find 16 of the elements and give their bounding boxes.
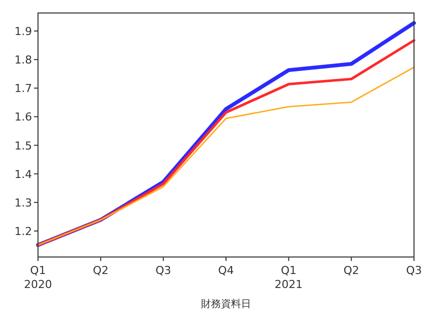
x-tick-label: Q1 2021: [274, 264, 303, 291]
y-tick-label: 1.7: [14, 82, 32, 96]
y-tick-label: 1.6: [14, 110, 32, 124]
x-tick-label: Q1 2020: [24, 264, 52, 291]
y-tick-label: 1.2: [14, 225, 32, 238]
x-tick-label: Q4: [218, 264, 234, 277]
y-tick-label: 1.4: [14, 168, 32, 181]
y-tick-label: 1.3: [14, 196, 32, 210]
x-tick-label: Q2: [92, 264, 109, 277]
y-tick-label: 1.9: [14, 25, 32, 38]
y-tick-label: 1.5: [14, 139, 32, 152]
y-tick-label: 1.8: [14, 54, 32, 67]
x-axis-title: 財務資料日: [201, 298, 251, 310]
x-tick-label: Q2: [343, 264, 360, 277]
x-tick-label: Q3: [155, 264, 172, 277]
x-tick-label: Q3: [406, 264, 422, 277]
